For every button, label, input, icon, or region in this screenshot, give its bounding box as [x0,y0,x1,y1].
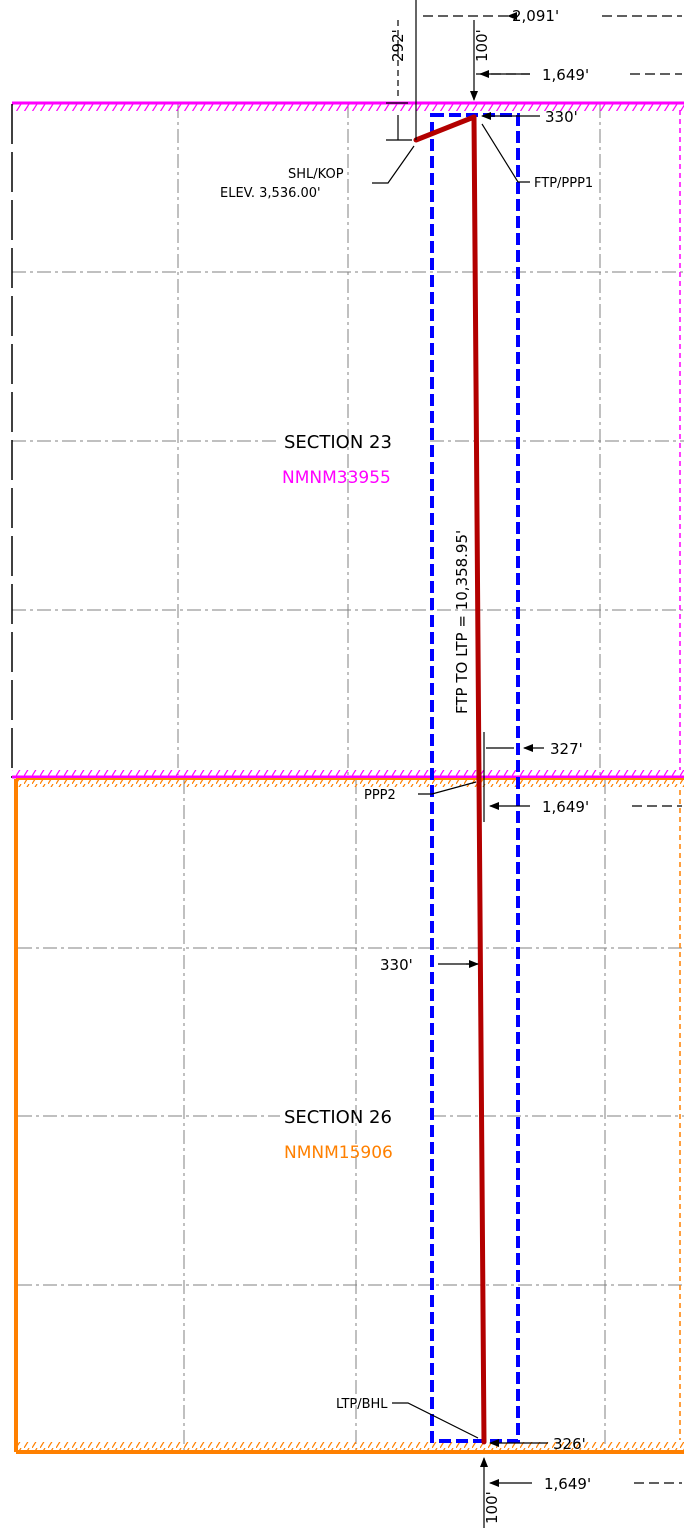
label-ftp-ppp1: FTP/PPP1 [534,176,593,191]
dim-1649-mid: 1,649' [542,798,589,816]
dim-292: 292' [389,29,407,62]
dim-2091: 2,091' [512,7,559,25]
section-23-lease: NMNM33955 [282,468,391,488]
dim-100-bottom: 100' [483,1491,501,1524]
section-26-lease: NMNM15906 [284,1143,393,1163]
label-ltp-bhl: LTP/BHL [336,1397,388,1412]
label-ppp2: PPP2 [364,788,396,803]
well-path [413,114,487,1445]
label-shl-kop: SHL/KOP [288,167,344,182]
lateral-length-label: FTP TO LTP = 10,358.95' [453,530,471,714]
dim-327: 327' [550,740,583,758]
dim-330-top: 330' [545,108,578,126]
section-23-title: SECTION 23 [284,432,392,453]
label-elevation: ELEV. 3,536.00' [220,186,321,201]
section-26-boundary [14,778,684,1454]
dim-1649-bottom: 1,649' [544,1475,591,1493]
dim-326: 326' [553,1435,586,1453]
section-26-title: SECTION 26 [284,1107,392,1128]
dim-100-top: 100' [473,29,491,62]
dim-1649-top: 1,649' [542,66,589,84]
dimension-lines [372,0,682,1528]
dim-330-mid: 330' [380,956,413,974]
section-grid [12,104,684,1450]
section-23-boundary [11,101,684,779]
